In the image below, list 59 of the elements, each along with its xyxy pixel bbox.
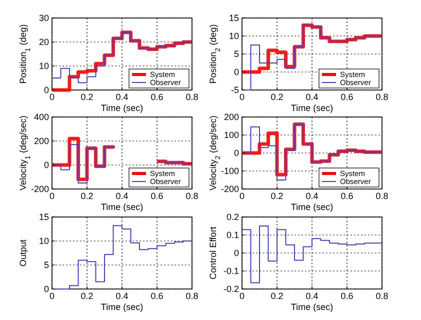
x-tick-label: 0.8 [186,291,198,301]
x-tick-label: 0.4 [116,291,128,301]
y-axis-title: Output [18,239,28,267]
x-tick-label: 0.4 [306,191,318,201]
x-axis-title: Time (sec) [290,302,334,312]
y-tick-label: -0.1 [223,266,239,276]
y-tick-label: 400 [34,112,49,122]
x-tick-label: 0.8 [376,191,388,201]
x-tick-label: 0.2 [80,191,94,201]
x-tick-label: 0.8 [376,92,388,102]
y-tick-label: 10 [228,31,239,41]
x-tick-label: 0.6 [340,191,354,201]
x-tick-label: 0.4 [306,291,318,301]
x-tick-label: 0.8 [186,191,198,201]
x-tick-label: 0.2 [80,291,94,301]
x-tick-label: 0.8 [186,92,198,102]
y-tick-label: 0 [234,248,239,258]
y-tick-label: -0.2 [223,284,239,294]
y-tick-label: 5 [234,49,239,59]
x-tick-label: 0.8 [376,291,388,301]
x-tick-label: 0.4 [306,92,318,102]
y-tick-label: 0 [234,67,239,77]
y-tick-label: 30 [38,13,49,23]
y-axis-title: Control Effort [208,226,218,280]
y-tick-label: 0 [44,160,49,170]
y-tick-label: -200 [30,184,49,194]
x-tick-label: 0.6 [150,92,164,102]
y-tick-label: -5 [230,85,239,95]
x-tick-label: 0.2 [270,191,284,201]
y-tick-label: 10 [38,61,49,71]
x-axis-title: Time (sec) [100,202,144,212]
y-tick-label: -100 [220,166,239,176]
y-tick-label: 200 [224,112,239,122]
x-tick-label: 0.2 [270,291,284,301]
y-tick-label: 0.2 [226,212,239,222]
x-axis-title: Time (sec) [100,103,144,113]
y-tick-label: 200 [34,136,49,146]
x-tick-label: 0.4 [116,191,128,201]
x-tick-label: 0.6 [150,291,164,301]
x-axis-title: Time (sec) [290,103,334,113]
x-axis-title: Time (sec) [100,302,144,312]
y-tick-label: 0 [44,284,49,294]
y-tick-label: 15 [38,212,49,222]
y-tick-label: 0 [44,85,49,95]
x-tick-label: 0.6 [340,92,354,102]
x-tick-label: 0.2 [80,92,94,102]
x-tick-label: 0.6 [340,291,354,301]
y-tick-label: -200 [220,184,239,194]
x-tick-label: 0.2 [270,92,284,102]
y-tick-label: 20 [38,37,49,47]
y-tick-label: 100 [224,130,239,140]
x-axis-title: Time (sec) [290,202,334,212]
y-tick-label: 15 [228,13,239,23]
y-tick-label: 0.1 [226,230,239,240]
y-tick-label: 10 [38,236,49,246]
y-tick-label: 5 [44,260,49,270]
y-tick-label: 0 [234,148,239,158]
x-tick-label: 0.6 [150,191,164,201]
x-tick-label: 0.4 [116,92,128,102]
